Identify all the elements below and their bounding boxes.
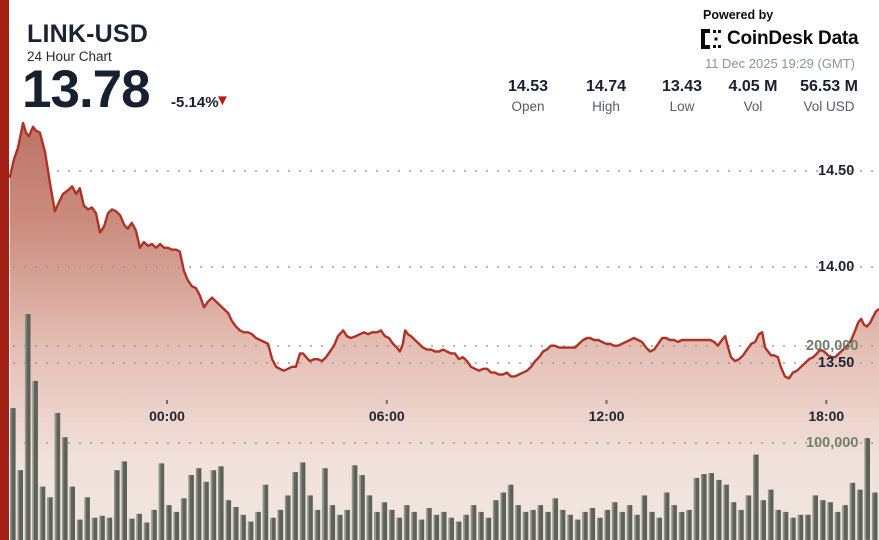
- stat-open-value: 14.53: [507, 78, 549, 95]
- brand-name-2: Data: [818, 28, 859, 49]
- stat-high-label: High: [592, 99, 620, 114]
- coindesk-logo-icon: [701, 29, 721, 49]
- stat-high-value: 14.74: [585, 78, 627, 95]
- last-price: 13.78: [22, 60, 151, 119]
- time-axis-tick: 00:00: [149, 408, 185, 424]
- stat-open-label: Open: [511, 99, 545, 114]
- time-axis-tick: 12:00: [588, 408, 625, 424]
- stat-vol-value: 4.05 M: [728, 78, 778, 95]
- coindesk-data-logo: CoinDesk Data: [701, 28, 859, 50]
- time-axis-tick: 18:00: [808, 408, 845, 424]
- stat-high: 14.74 High: [586, 78, 626, 114]
- left-accent-bar: [0, 0, 9, 540]
- stat-low-label: Low: [669, 99, 695, 114]
- stat-low-value: 13.43: [661, 78, 703, 95]
- powered-by-label: Powered by: [703, 8, 774, 22]
- chart-timestamp: 11 Dec 2025 19:29 (GMT): [704, 56, 855, 71]
- price-axis-tick: 14.00: [818, 259, 855, 275]
- stat-vol-label: Vol: [743, 99, 763, 114]
- pair-title: LINK-USD: [27, 20, 149, 48]
- price-axis-tick: 13.50: [818, 355, 855, 371]
- volume-axis-tick: 200,000: [806, 338, 859, 354]
- stat-low: 13.43 Low: [662, 78, 702, 114]
- price-change-percent: -5.14%: [171, 94, 219, 111]
- stat-open: 14.53 Open: [508, 78, 548, 114]
- stat-vol-usd-value: 56.53 M: [800, 78, 858, 95]
- price-axis-tick: 14.50: [818, 163, 855, 179]
- brand-name: CoinDesk: [727, 28, 814, 49]
- stat-vol-usd: 56.53 M Vol USD: [800, 78, 858, 114]
- down-triangle-icon: ▼: [215, 92, 230, 109]
- chart-range-subtitle: 24 Hour Chart: [27, 49, 112, 64]
- time-axis-tick: 06:00: [368, 408, 405, 424]
- volume-axis-tick: 100,000: [806, 435, 859, 451]
- stat-vol: 4.05 M Vol: [729, 78, 778, 114]
- stat-vol-usd-label: Vol USD: [803, 99, 855, 114]
